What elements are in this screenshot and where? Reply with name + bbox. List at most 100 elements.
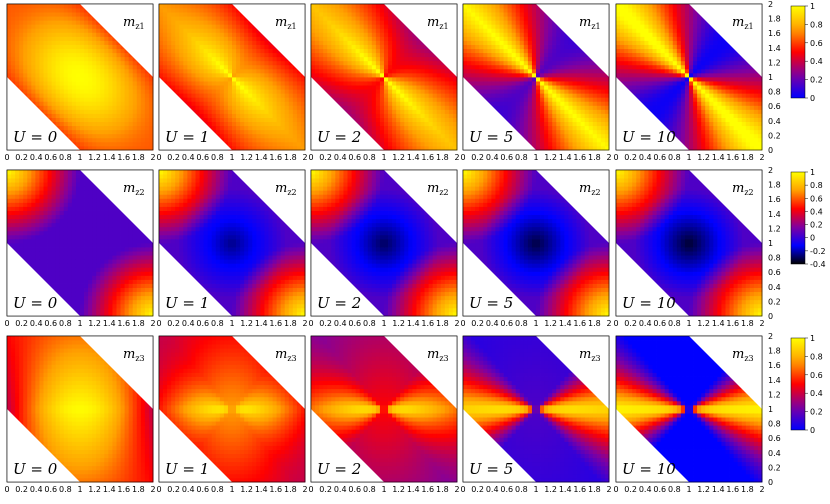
heat-cell [540, 81, 545, 86]
heat-cell [367, 36, 373, 41]
heat-cell [741, 89, 747, 94]
heat-cell [701, 101, 706, 106]
heat-cell [536, 16, 541, 21]
heat-cell [343, 64, 348, 70]
heat-cell [684, 16, 690, 21]
heat-cell [339, 4, 344, 9]
heat-cell [140, 85, 146, 90]
heat-cell [672, 48, 678, 54]
heat-cell [272, 93, 278, 98]
heat-cell [280, 89, 286, 94]
heat-cell [252, 117, 257, 123]
heat-cell [244, 97, 249, 102]
heat-cell [211, 48, 217, 54]
heat-cell [339, 52, 344, 58]
heat-cell [67, 64, 73, 70]
heat-cell [592, 125, 598, 131]
heat-cell [632, 44, 637, 50]
heat-cell [560, 68, 565, 74]
heat-cell [43, 44, 48, 50]
heat-cell [588, 89, 594, 94]
heat-cell [616, 56, 621, 62]
heat-cell [63, 64, 69, 70]
heat-cell [632, 68, 637, 74]
blank-corner-bottom-left [7, 77, 80, 150]
heat-cell [676, 32, 682, 37]
heat-cell [355, 77, 361, 82]
u-label: U = 2 [317, 128, 361, 146]
heat-cell [560, 36, 565, 41]
heat-cell [128, 141, 134, 147]
heat-cell [479, 24, 484, 29]
heat-cell [199, 113, 205, 118]
heat-cell [55, 81, 61, 86]
heat-cell [347, 32, 352, 37]
heat-cell [219, 89, 225, 94]
heat-cell [564, 137, 569, 143]
heat-cell [733, 48, 739, 54]
heat-cell [183, 89, 188, 94]
heat-cell [717, 89, 722, 94]
heat-cell [116, 77, 121, 82]
heat-cell [199, 64, 205, 70]
heat-cell [343, 48, 348, 54]
heat-cell [223, 20, 229, 25]
heat-cell [536, 117, 541, 123]
heat-cell [519, 68, 525, 74]
heat-cell [132, 105, 138, 110]
heat-cell [604, 97, 610, 102]
heat-cell [676, 16, 682, 21]
heat-cell [375, 81, 381, 86]
heat-cell [584, 137, 590, 143]
heat-cell [689, 16, 694, 21]
heat-cell [59, 105, 65, 110]
heat-cell [203, 64, 209, 70]
heat-cell [359, 117, 365, 123]
heat-cell [400, 81, 405, 86]
heat-cell [400, 48, 405, 54]
heat-cell [680, 129, 686, 135]
heat-cell [140, 145, 146, 151]
heat-cell [244, 117, 249, 123]
heat-cell [315, 32, 320, 37]
heat-cell [351, 109, 357, 114]
heat-cell [55, 64, 61, 70]
heat-cell [300, 129, 306, 135]
heat-cell [268, 85, 273, 90]
heat-cell [59, 85, 65, 90]
heat-cell [15, 32, 20, 37]
heat-cell [163, 77, 168, 82]
heat-cell [564, 113, 569, 118]
heat-cell [171, 32, 176, 37]
heat-cell [183, 77, 188, 82]
heat-cell [47, 44, 53, 50]
heat-cell [19, 40, 24, 45]
heat-cell [347, 64, 352, 70]
heat-cell [531, 16, 537, 21]
heat-cell [191, 60, 196, 66]
heat-cell [108, 48, 113, 54]
heat-cell [616, 72, 621, 78]
heat-cell [499, 101, 504, 106]
heat-cell [268, 97, 273, 102]
heat-cell [116, 141, 121, 147]
heat-cell [392, 20, 397, 25]
heat-cell [207, 68, 213, 74]
heat-cell [96, 101, 101, 106]
heat-cell [260, 36, 265, 41]
heat-cell [379, 56, 385, 62]
heat-cell [92, 28, 97, 33]
heat-cell [35, 52, 40, 58]
heat-cell [183, 12, 188, 17]
heat-cell [264, 40, 269, 45]
heat-cell [564, 60, 569, 66]
heat-cell [236, 12, 241, 17]
heat-cell [576, 133, 582, 139]
heat-cell [183, 32, 188, 37]
heat-cell [444, 137, 450, 143]
heat-cell [195, 44, 200, 50]
heat-cell [499, 64, 504, 70]
heat-cell [713, 113, 718, 118]
heat-cell [672, 121, 678, 127]
heat-cell [560, 141, 565, 147]
